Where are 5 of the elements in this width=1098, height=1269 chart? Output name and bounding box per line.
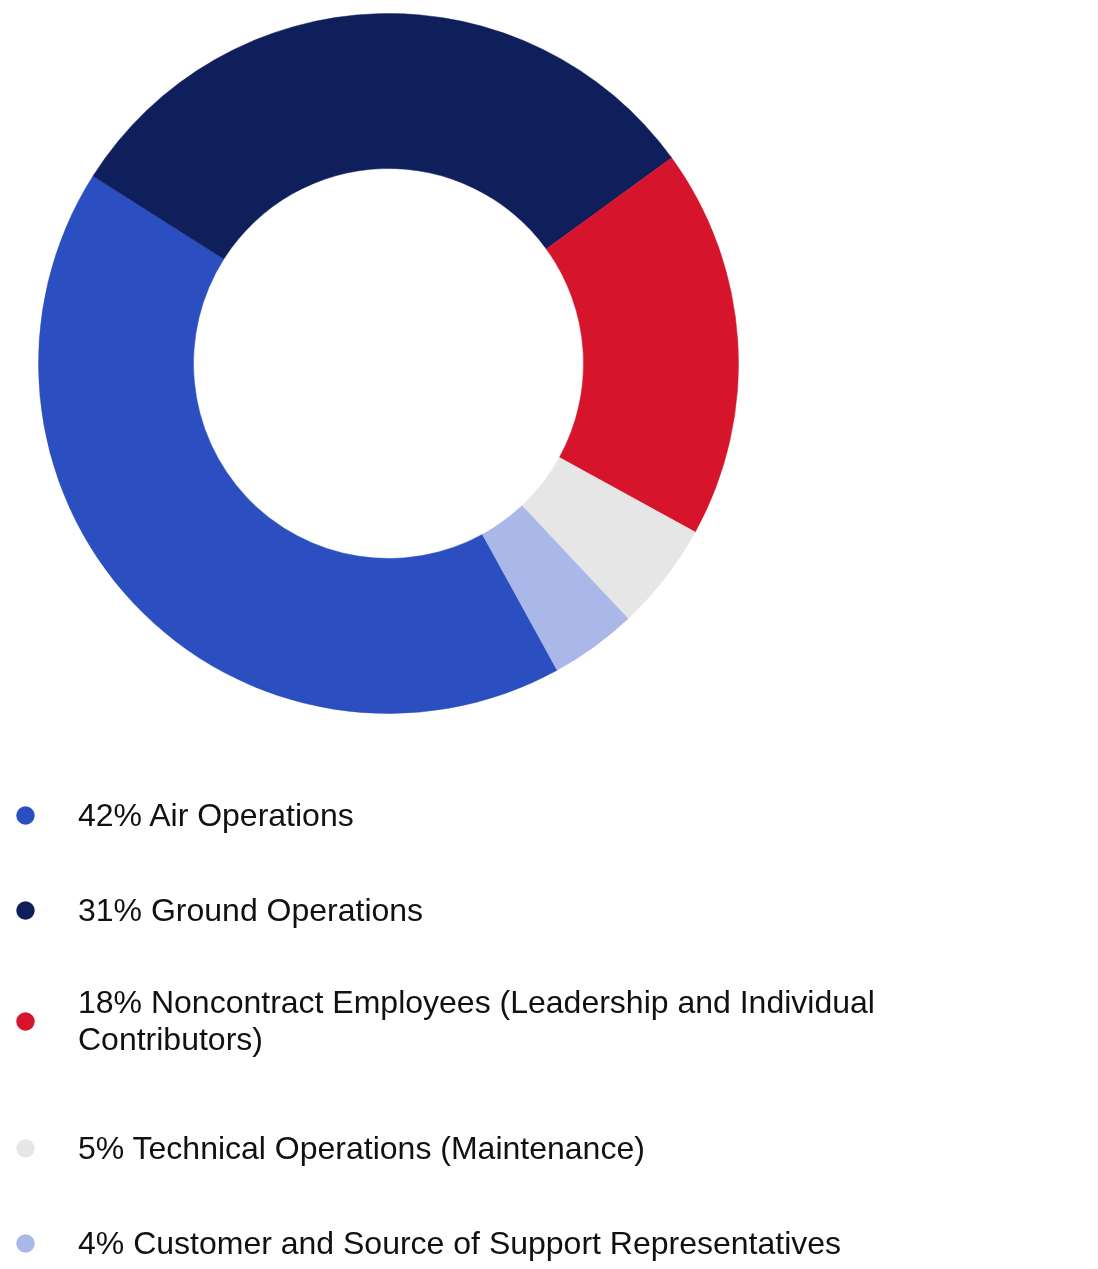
legend-label: 31% Ground Operations <box>78 891 424 929</box>
legend-label: 5% Technical Operations (Maintenance) <box>78 1129 645 1167</box>
legend-label: 18% Noncontract Employees (Leadership and Individual Contributors) <box>78 984 875 1058</box>
legend-label: 42% Air Operations <box>78 796 354 834</box>
legend-label: 4% Customer and Source of Support Representatives <box>78 1224 842 1262</box>
